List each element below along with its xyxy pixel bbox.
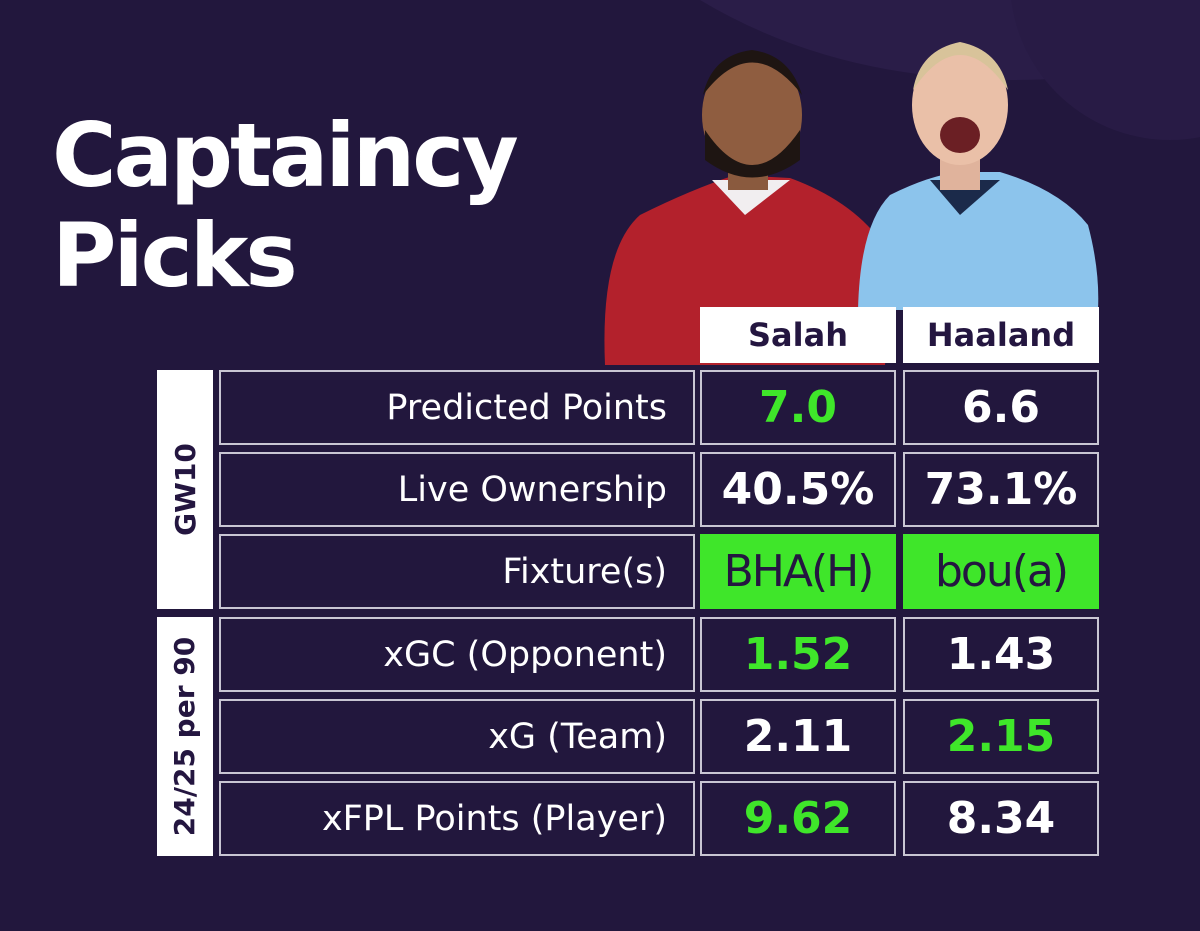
value-cell: 6.6 (903, 370, 1099, 445)
value-cell: 7.0 (700, 370, 896, 445)
value-cell: 8.34 (903, 781, 1099, 856)
value-cell: 73.1% (903, 452, 1099, 527)
column-header: Salah (700, 307, 896, 363)
column-header: Haaland (903, 307, 1099, 363)
group-label: GW10 (168, 443, 202, 536)
group-label: 24/25 per 90 (168, 636, 202, 837)
title-line: Picks (52, 204, 298, 307)
group-label-box: 24/25 per 90 (157, 617, 213, 856)
row-label: xGC (Opponent) (219, 617, 695, 692)
value-cell: BHA(H) (700, 534, 896, 609)
value-cell: 1.52 (700, 617, 896, 692)
row-label: Live Ownership (219, 452, 695, 527)
row-label: Fixture(s) (219, 534, 695, 609)
value-cell: bou(a) (903, 534, 1099, 609)
row-label: Predicted Points (219, 370, 695, 445)
value-cell: 40.5% (700, 452, 896, 527)
value-cell: 2.11 (700, 699, 896, 774)
group-label-box: GW10 (157, 370, 213, 609)
row-label: xG (Team) (219, 699, 695, 774)
value-cell: 1.43 (903, 617, 1099, 692)
title-line: Captaincy (52, 104, 519, 207)
row-label: xFPL Points (Player) (219, 781, 695, 856)
value-cell: 2.15 (903, 699, 1099, 774)
value-cell: 9.62 (700, 781, 896, 856)
